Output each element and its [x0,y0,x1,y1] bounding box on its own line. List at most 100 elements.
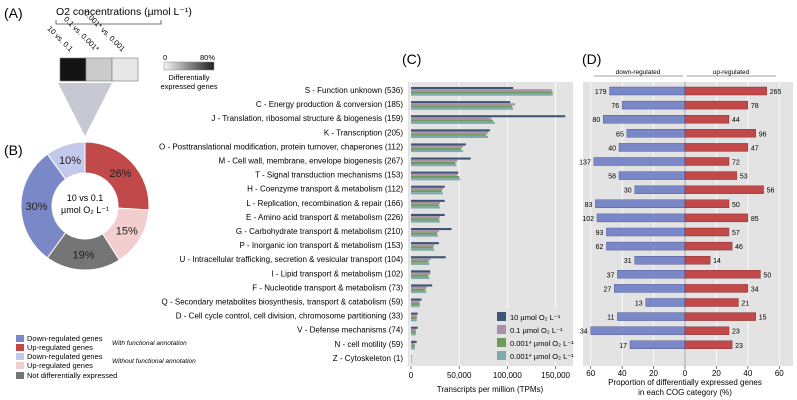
up-count-label: 34 [751,286,759,293]
tpm-bar [411,129,491,132]
tpm-bar [411,340,417,343]
tpm-legend-swatch [497,338,506,347]
tpm-bar [411,150,464,153]
tpm-bar [411,258,431,261]
de-bars: 179 265 76 78 80 44 65 96 40 47 137 72 58 53 30 56 83 50 1… [579,86,782,350]
down-bar [634,256,686,265]
down-count-label: 11 [607,315,614,322]
scale-max: 80% [200,53,215,62]
cog-category-label: J - Translation, ribosomal structure & b… [211,114,403,123]
tpm-legend-bg [494,308,572,362]
tpm-bar [411,305,420,308]
down-bar [618,171,686,180]
down-count-label: 93 [596,230,604,237]
up-bar [684,298,739,307]
de-axis-title-1: Proportion of differentially expressed g… [608,378,762,387]
tpm-bar [411,274,429,277]
down-count-label: 102 [582,216,594,223]
tpm-bar [411,164,457,167]
legend-swatch-up-nofunc [16,362,24,369]
tpm-bar [411,117,491,120]
tpm-bar [411,190,442,193]
down-count-label: 31 [624,258,632,265]
tpm-bar [411,87,514,90]
color-scale-bar [163,61,215,71]
tpm-bar [411,248,435,251]
scale-label-2: expressed genes [160,82,217,91]
panel-d: down-regulated up-regulated 179 265 76 78 80… [579,69,793,397]
tpm-bar [411,246,434,249]
tpm-bar [411,359,412,362]
tpm-legend-label: 0.001* µmol O₂ L⁻¹ [510,339,574,348]
panel-label-d: (D) [582,51,601,67]
cog-category-label: T - Signal transduction mechanisms (153) [255,171,403,180]
tpm-bar [411,213,445,216]
down-count-label: 37 [607,272,615,279]
up-count-label: 14 [713,258,721,265]
down-bar [603,114,686,124]
donut-slice [20,153,67,259]
tpm-bar [411,234,438,237]
zoom-wedge [58,83,112,136]
cog-category-label: E - Amino acid transport & metabolism (2… [246,213,403,222]
tpm-bar [411,171,459,174]
tpm-axis-title: Transcripts per million (TPMs) [437,385,544,394]
panel-a: O2 concentrations (µmol L⁻¹) 10 vs. 0.10… [46,6,218,136]
donut-slice-label: 26% [109,168,131,180]
legend-without-func: Without functional annotation [112,358,196,365]
up-bar [684,241,733,251]
up-count-label: 265 [770,89,782,96]
down-bar [596,213,686,223]
cog-category-labels: S - Function unknown (536) C - Energy pro… [159,86,403,363]
tpm-bar [411,242,439,245]
tpm-bar [411,135,489,138]
tpm-bar [411,256,446,259]
de-tick-label: 60 [775,369,784,378]
de-tick-label: 40 [743,369,752,378]
legend-down-nofunc: Down-regulated genes [27,352,103,361]
up-bar [684,171,738,180]
donut-slice-label: 19% [72,249,94,261]
up-bar [684,284,749,293]
tpm-bar [411,343,415,346]
up-header: up-regulated [713,69,750,76]
up-bar [684,143,749,152]
tpm-bar [411,204,439,207]
cog-category-label: I - Lipid transport & metabolism (102) [271,269,403,278]
o2-title-bracket [55,20,162,25]
down-bar [626,129,686,138]
tpm-bar [411,286,427,289]
cog-category-label: V - Defense mechanisms (74) [297,326,403,335]
up-bar [684,340,733,349]
tpm-bar [411,220,440,223]
tpm-bar [411,317,417,320]
cog-category-label: N - cell motility (59) [335,340,404,349]
cog-category-label: Q - Secondary metabolites biosynthesis, … [162,298,404,307]
tpm-bar [411,115,566,118]
tpm-bar [411,178,461,181]
down-bar [593,157,686,166]
tpm-bar [411,232,438,235]
cog-category-label: O - Posttranslational modification, prot… [159,142,403,151]
tpm-bar [411,272,431,275]
tpm-bar [411,328,416,331]
down-count-label: 80 [592,117,600,124]
tpm-legend-label: 0.001* µmol O₂ L⁻¹ [510,352,574,361]
scale-min: 0 [163,53,167,62]
tpm-legend-swatch [497,312,506,321]
tpm-bar [411,131,489,134]
tpm-legend-swatch [497,325,506,334]
tpm-bar [411,326,418,329]
up-bar [684,326,730,335]
panel-label-c: (C) [402,51,421,67]
down-bar [590,326,686,335]
donut-legend: Down-regulated genes Up-regulated genes … [16,334,196,380]
tpm-bar [411,284,433,287]
tpm-bar [411,105,513,108]
down-count-label: 137 [579,160,591,167]
donut-slice-label: 30% [25,201,47,213]
down-bar [617,312,686,321]
up-count-label: 23 [735,343,743,350]
de-tick-label: 20 [649,369,658,378]
de-tick-label: 60 [586,369,595,378]
